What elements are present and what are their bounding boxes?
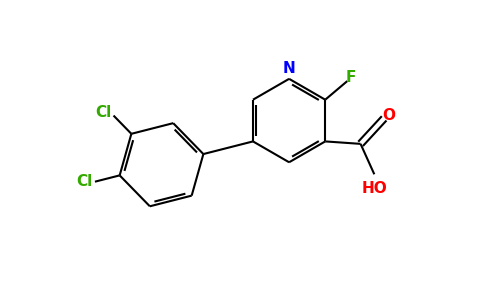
Text: F: F (346, 70, 356, 85)
Text: N: N (283, 61, 296, 76)
Text: Cl: Cl (76, 174, 92, 189)
Text: HO: HO (362, 181, 387, 196)
Text: Cl: Cl (95, 105, 111, 120)
Text: O: O (382, 108, 395, 123)
